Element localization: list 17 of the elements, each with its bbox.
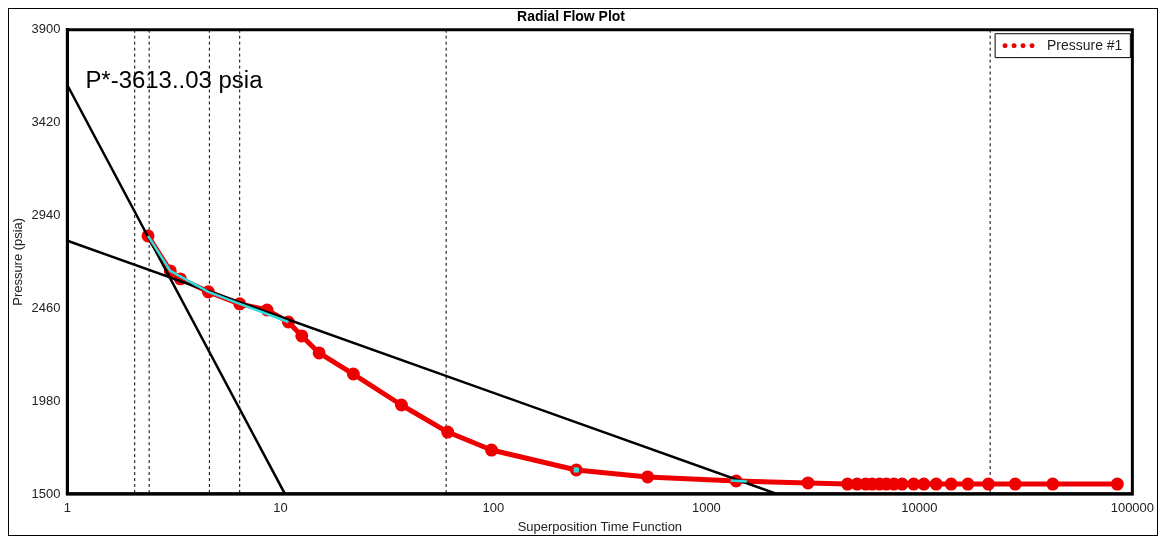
x-tick-label: 100000 bbox=[1110, 500, 1154, 516]
y-tick-label: 3420 bbox=[31, 114, 61, 130]
x-tick-label: 10000 bbox=[901, 500, 938, 516]
x-tick-label: 1000 bbox=[691, 500, 721, 516]
y-tick-label: 3900 bbox=[31, 21, 61, 37]
annotation: P*-3613..03 psia bbox=[85, 66, 264, 94]
y-tick-label: 2460 bbox=[31, 299, 61, 315]
x-tick-label: 100 bbox=[482, 500, 505, 516]
y-tick-label: 1500 bbox=[31, 485, 61, 501]
x-tick-label: 10 bbox=[273, 500, 288, 516]
text: Pressure #1 bbox=[1047, 36, 1123, 53]
chart-title: Radial Flow Plot bbox=[517, 8, 626, 25]
y-tick-label: 2940 bbox=[31, 206, 61, 222]
x-tick-label: 1 bbox=[63, 500, 72, 516]
x-axis-title: Superposition Time Function bbox=[517, 518, 683, 534]
y-tick-label: 1980 bbox=[31, 392, 61, 408]
y-axis-title: Pressure (psia) bbox=[10, 217, 26, 306]
